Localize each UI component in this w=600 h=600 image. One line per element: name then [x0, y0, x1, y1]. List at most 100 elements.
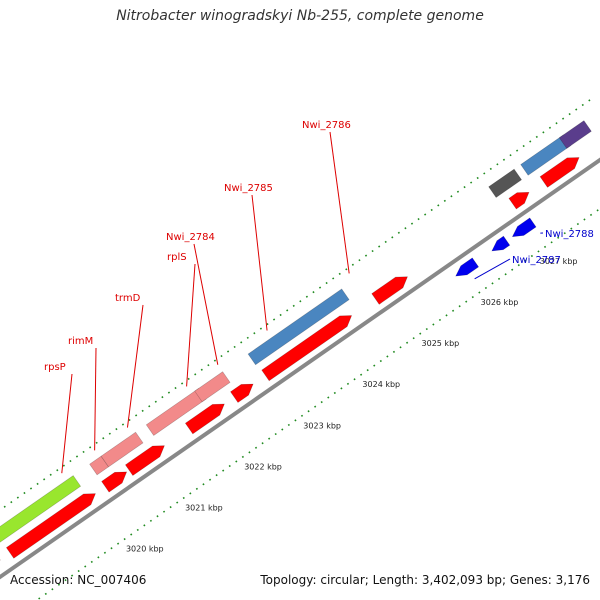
gene-leader-rplS — [186, 263, 196, 387]
upper-ruler-tick — [102, 437, 105, 440]
upper-ruler-tick — [489, 167, 492, 170]
lower-ruler-tick — [202, 483, 205, 486]
lower-ruler-tick — [478, 291, 481, 294]
lower-ruler-tick — [517, 264, 520, 267]
upper-ruler-tick — [286, 309, 289, 312]
upper-ruler-tick — [253, 332, 256, 335]
upper-ruler-tick — [371, 249, 374, 253]
gene-label-rimM: rimM — [68, 336, 93, 347]
lower-ruler-tick — [169, 506, 172, 509]
feature-blue-long — [247, 288, 350, 366]
gene-leader-Nwi_2787 — [474, 258, 511, 280]
upper-ruler-tick — [364, 254, 368, 257]
upper-ruler-tick — [463, 186, 466, 189]
lower-ruler-tick — [176, 501, 179, 504]
lower-ruler-tick — [195, 487, 199, 490]
lower-ruler-tick — [281, 428, 284, 431]
upper-ruler-tick — [588, 99, 591, 102]
upper-ruler-tick — [443, 199, 446, 202]
lower-ruler-tick — [432, 323, 435, 326]
lower-ruler-tick — [386, 355, 389, 358]
cds-fwd-trmD — [125, 445, 165, 476]
lower-ruler-tick — [346, 382, 350, 385]
lower-ruler-tick — [451, 309, 455, 312]
upper-ruler-tick — [312, 291, 315, 294]
lower-ruler-tick — [38, 597, 41, 600]
upper-ruler-tick — [200, 368, 203, 371]
upper-ruler-tick — [404, 227, 407, 230]
lower-ruler-tick — [491, 282, 494, 285]
upper-ruler-tick — [174, 386, 177, 390]
upper-ruler-tick — [450, 195, 453, 198]
upper-ruler-tick — [10, 501, 13, 504]
upper-ruler-tick — [29, 487, 33, 490]
lower-ruler-tick — [294, 419, 297, 422]
lower-ruler-tick — [589, 213, 593, 217]
upper-ruler-tick — [437, 204, 440, 207]
upper-ruler-tick — [397, 231, 400, 234]
cds-fwd-rimM — [101, 471, 128, 493]
upper-ruler-tick — [213, 359, 217, 362]
upper-ruler-tick — [259, 327, 263, 330]
upper-ruler-tick — [456, 190, 460, 193]
gene-label-Nwi_2788: Nwi_2788 — [545, 229, 594, 240]
lower-ruler-tick — [90, 560, 93, 564]
lower-ruler-tick — [471, 295, 474, 299]
lower-ruler-tick — [261, 442, 264, 445]
genome-backbone — [0, 157, 600, 580]
cds-fwd-Nwi_2784 — [230, 383, 254, 403]
cds-fwd-1 — [508, 191, 530, 210]
lower-ruler-tick — [373, 364, 376, 367]
upper-ruler-tick — [121, 423, 125, 426]
upper-ruler-tick — [272, 318, 276, 321]
upper-ruler-tick — [220, 354, 223, 358]
upper-ruler-tick — [548, 126, 552, 129]
upper-ruler-tick — [470, 181, 473, 184]
cds-rev-Nwi_2788 — [511, 217, 537, 238]
tick-label: 3023 kbp — [303, 421, 341, 430]
lower-ruler-tick — [405, 341, 409, 344]
upper-ruler-tick — [430, 208, 433, 212]
lower-ruler-tick — [116, 542, 120, 545]
upper-ruler-tick — [522, 144, 525, 148]
upper-ruler-tick — [509, 154, 512, 157]
upper-ruler-tick — [62, 464, 65, 467]
gene-leader-Nwi_2785 — [251, 194, 268, 331]
accession-text: Accession: NC_007406 — [10, 573, 147, 587]
lower-ruler-tick — [123, 537, 126, 541]
lower-ruler-tick — [557, 236, 560, 239]
lower-ruler-tick — [583, 218, 586, 221]
upper-ruler-tick — [345, 268, 348, 271]
upper-ruler-tick — [325, 281, 328, 285]
gene-label-Nwi_2787: Nwi_2787 — [512, 255, 561, 266]
lower-ruler-tick — [543, 245, 547, 248]
upper-ruler-tick — [417, 217, 420, 221]
lower-ruler-tick — [103, 551, 107, 554]
upper-ruler-tick — [36, 482, 39, 486]
lower-ruler-tick — [366, 369, 369, 372]
upper-ruler-tick — [292, 304, 295, 307]
upper-ruler-tick — [226, 350, 230, 353]
upper-ruler-tick — [141, 409, 144, 412]
upper-ruler-tick — [391, 236, 394, 239]
lower-ruler-tick — [537, 250, 540, 253]
upper-ruler-tick — [568, 112, 571, 116]
upper-ruler-tick — [279, 313, 282, 317]
tick-label: 3026 kbp — [481, 298, 519, 307]
feature-rna-2 — [145, 387, 207, 436]
lower-ruler-tick — [130, 533, 133, 536]
gene-label-rpsP: rpsP — [44, 362, 66, 373]
lower-ruler-tick — [360, 373, 363, 376]
upper-ruler-tick — [332, 277, 335, 280]
lower-ruler-tick — [465, 300, 468, 303]
upper-ruler-tick — [23, 491, 26, 495]
gene-leader-trmD — [126, 304, 144, 428]
upper-ruler-tick — [115, 428, 118, 431]
upper-ruler-tick — [410, 222, 414, 225]
lower-ruler-tick — [274, 432, 277, 436]
upper-ruler-tick — [135, 414, 138, 417]
upper-ruler-tick — [351, 263, 354, 266]
upper-ruler-tick — [305, 295, 309, 298]
lower-ruler-tick — [84, 565, 87, 568]
lower-ruler-tick — [419, 332, 422, 335]
